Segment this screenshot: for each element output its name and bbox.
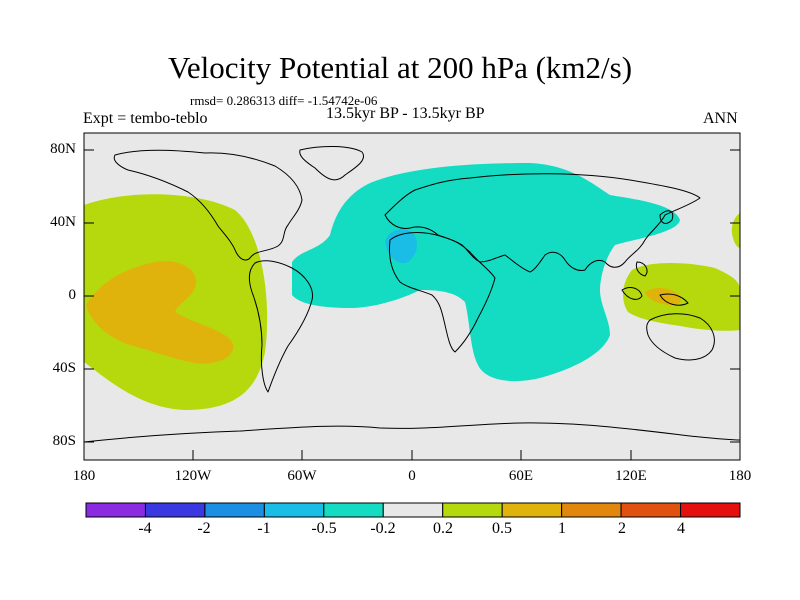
lon-label-0: 0 xyxy=(408,468,416,484)
coast-greenland xyxy=(299,145,364,181)
lon-label-60e: 60E xyxy=(508,468,534,484)
colorbar-box xyxy=(85,502,146,518)
coast-south-america xyxy=(248,260,314,393)
season-label: ANN xyxy=(703,110,738,127)
period-label: 13.5kyr BP - 13.5kyr BP xyxy=(326,105,485,122)
colorbar xyxy=(85,502,741,518)
coast-antarctica xyxy=(83,422,741,443)
axis-ticks xyxy=(83,149,741,460)
colorbar-box xyxy=(561,502,622,518)
plot-title: Velocity Potential at 200 hPa (km2/s) xyxy=(167,50,633,85)
colorbar-box xyxy=(442,502,503,518)
colorbar-label: 1 xyxy=(558,520,566,537)
colorbar-box xyxy=(144,502,206,518)
lat-label-40n: 40N xyxy=(50,214,76,230)
colorbar-label: 2 xyxy=(618,520,626,537)
contour-pos-mid-west-pacific xyxy=(645,288,681,306)
contour-neg-small-eurasia xyxy=(292,163,680,382)
colorbar-box xyxy=(620,502,682,518)
colorbar-label: -1 xyxy=(257,520,271,537)
colorbar-box xyxy=(382,502,444,518)
contour-pos-small-west-pacific xyxy=(623,263,740,331)
experiment-label: Expt = tembo-teblo xyxy=(83,110,208,127)
colorbar-box xyxy=(323,502,384,518)
colorbar-box xyxy=(680,502,741,518)
contour-pos-small-dateline-east xyxy=(731,213,740,248)
contour-pos-mid-east-pacific xyxy=(86,261,234,364)
stats-line: rmsd= 0.286313 diff= -1.54742e-06 xyxy=(190,93,378,108)
colorbar-label: 0.2 xyxy=(433,520,453,537)
lat-label-80s: 80S xyxy=(52,433,76,449)
lat-label-40s: 40S xyxy=(52,360,76,376)
lat-label-80n: 80N xyxy=(50,141,76,157)
lon-label-60w: 60W xyxy=(287,468,317,484)
coast-islands xyxy=(621,210,689,306)
coastlines xyxy=(83,145,741,443)
colorbar-label: -0.5 xyxy=(311,520,337,537)
coast-australia xyxy=(646,313,715,361)
colorbar-label: 4 xyxy=(677,520,685,537)
lon-label-120e: 120E xyxy=(615,468,647,484)
coast-africa xyxy=(389,232,496,353)
colorbar-box xyxy=(204,502,265,518)
colorbar-label: 0.5 xyxy=(492,520,512,537)
lon-label-180w: 180 xyxy=(72,468,96,484)
colorbar-label: -2 xyxy=(197,520,211,537)
lat-label-0: 0 xyxy=(68,287,77,303)
lon-label-120w: 120W xyxy=(174,468,212,484)
colorbar-label: -4 xyxy=(138,520,152,537)
coast-europe-asia xyxy=(384,173,701,273)
colorbar-box xyxy=(501,502,563,518)
lon-label-180e: 180 xyxy=(728,468,752,484)
coast-north-america xyxy=(113,149,303,261)
colorbar-box xyxy=(263,502,325,518)
colorbar-label: -0.2 xyxy=(370,520,396,537)
